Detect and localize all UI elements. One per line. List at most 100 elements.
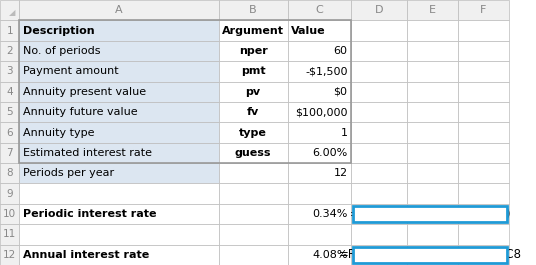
Bar	[351, 0, 407, 20]
Text: 7: 7	[6, 148, 13, 158]
Bar	[19, 20, 219, 41]
Bar	[458, 41, 509, 61]
Bar	[19, 61, 219, 82]
Bar	[458, 245, 509, 265]
Text: Periodic interest rate: Periodic interest rate	[23, 209, 157, 219]
Bar	[219, 245, 287, 265]
Bar	[19, 204, 219, 224]
Bar	[219, 0, 287, 20]
Bar	[458, 183, 509, 204]
Text: nper: nper	[239, 46, 267, 56]
Bar	[351, 41, 407, 61]
Bar	[287, 122, 351, 143]
Text: B: B	[249, 5, 257, 15]
Bar	[407, 20, 458, 41]
Text: Periods per year: Periods per year	[23, 168, 114, 178]
Text: 1: 1	[340, 127, 347, 138]
Text: No. of periods: No. of periods	[23, 46, 100, 56]
Bar	[219, 122, 287, 143]
Bar	[351, 163, 407, 183]
Text: Description: Description	[23, 26, 94, 36]
Bar	[407, 143, 458, 163]
Text: Estimated interest rate: Estimated interest rate	[23, 148, 152, 158]
Text: 1: 1	[6, 26, 13, 36]
Bar	[287, 61, 351, 82]
Text: C: C	[316, 5, 323, 15]
Text: 10: 10	[3, 209, 16, 219]
Bar	[287, 204, 351, 224]
Bar	[219, 163, 287, 183]
Bar	[19, 245, 219, 265]
Text: type: type	[239, 127, 267, 138]
Bar	[219, 143, 287, 163]
Bar	[407, 102, 458, 122]
Bar	[287, 102, 351, 122]
Bar	[407, 61, 458, 82]
Bar	[219, 41, 287, 61]
Text: F: F	[480, 5, 487, 15]
Bar	[0, 183, 19, 204]
Text: Annuity type: Annuity type	[23, 127, 94, 138]
Text: Annuity present value: Annuity present value	[23, 87, 146, 97]
Bar	[351, 204, 407, 224]
Bar	[0, 224, 19, 245]
Bar	[458, 224, 509, 245]
Bar	[219, 82, 287, 102]
Bar	[351, 122, 407, 143]
Bar	[0, 245, 19, 265]
Bar	[0, 41, 19, 61]
Text: 4.08%: 4.08%	[312, 250, 347, 260]
Bar	[353, 247, 507, 263]
Bar	[351, 20, 407, 41]
Text: 8: 8	[6, 168, 13, 178]
Text: 11: 11	[3, 229, 16, 239]
Bar	[407, 163, 458, 183]
Text: ◢: ◢	[9, 8, 16, 17]
Text: 0.34%: 0.34%	[312, 209, 347, 219]
Bar	[0, 122, 19, 143]
Bar	[219, 61, 287, 82]
Bar	[407, 122, 458, 143]
Bar	[219, 183, 287, 204]
Bar	[351, 183, 407, 204]
Text: $100,000: $100,000	[295, 107, 347, 117]
Text: -$1,500: -$1,500	[305, 66, 347, 76]
Bar	[0, 20, 19, 41]
Bar	[287, 183, 351, 204]
Bar	[19, 183, 219, 204]
Text: 6.00%: 6.00%	[312, 148, 347, 158]
Bar	[351, 224, 407, 245]
Bar	[0, 143, 19, 163]
Text: Annual interest rate: Annual interest rate	[23, 250, 149, 260]
Bar	[351, 143, 407, 163]
Text: fv: fv	[247, 107, 259, 117]
Bar	[407, 0, 458, 20]
Bar	[219, 102, 287, 122]
Bar	[0, 204, 19, 224]
Bar	[19, 163, 219, 183]
Bar	[287, 245, 351, 265]
Text: 2: 2	[6, 46, 13, 56]
Bar	[351, 61, 407, 82]
Bar	[19, 143, 219, 163]
Text: 9: 9	[6, 189, 13, 199]
Bar	[0, 102, 19, 122]
Bar	[287, 163, 351, 183]
Bar	[407, 204, 458, 224]
Text: Annuity future value: Annuity future value	[23, 107, 138, 117]
Bar	[219, 224, 287, 245]
Bar	[407, 41, 458, 61]
Bar	[0, 82, 19, 102]
Text: =RATE(C2,C3,C4,C5,C6,C7)*C8: =RATE(C2,C3,C4,C5,C6,C7)*C8	[339, 248, 522, 261]
Text: pmt: pmt	[241, 66, 265, 76]
Bar	[458, 163, 509, 183]
Text: 5: 5	[6, 107, 13, 117]
Bar	[287, 143, 351, 163]
Text: Payment amount: Payment amount	[23, 66, 118, 76]
Text: D: D	[375, 5, 383, 15]
Bar	[19, 122, 219, 143]
Bar	[351, 245, 407, 265]
Bar	[219, 204, 287, 224]
Bar	[458, 61, 509, 82]
Text: 12: 12	[333, 168, 347, 178]
